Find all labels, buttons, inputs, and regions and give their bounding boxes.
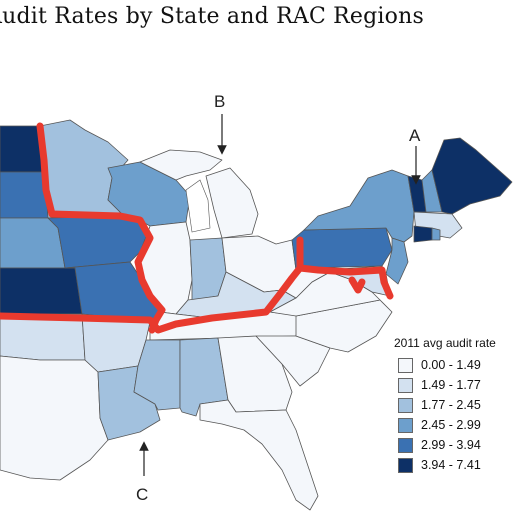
lake-michigan [185, 179, 211, 233]
state-texas[interactable] [0, 355, 109, 481]
state-south-dakota[interactable] [0, 171, 49, 219]
state-michigan-upper[interactable] [139, 149, 223, 181]
rac-boundary-south [0, 236, 304, 334]
state-michigan-lower[interactable] [205, 167, 259, 239]
state-new-jersey[interactable] [385, 237, 409, 285]
region-annotations: A B C [136, 92, 421, 504]
rac-boundary-east [296, 264, 394, 300]
legend-swatch [398, 397, 413, 413]
region-label-b: B [214, 92, 225, 111]
rac-boundaries [0, 122, 394, 334]
region-label-a: A [409, 126, 421, 145]
state-kansas[interactable] [0, 267, 83, 315]
legend-label: 0.00 - 1.49 [421, 358, 481, 372]
legend-item: 2.45 - 2.99 [394, 415, 520, 435]
map-title: Audit Rates by State and RAC Regions [0, 4, 424, 29]
rac-boundary-dc [348, 276, 366, 294]
legend-title: 2011 avg audit rate [394, 336, 496, 350]
legend-item: 1.49 - 1.77 [394, 375, 520, 395]
legend: 2011 avg audit rate 0.00 - 1.49 1.49 - 1.… [394, 336, 520, 475]
legend-swatch [398, 417, 413, 433]
legend-swatch [398, 437, 413, 453]
state-florida[interactable] [199, 399, 319, 511]
legend-label: 3.94 - 7.41 [421, 458, 481, 472]
legend-item: 3.94 - 7.41 [394, 455, 520, 475]
state-connecticut[interactable] [413, 225, 433, 243]
state-rhode-island[interactable] [431, 227, 441, 241]
legend-item: 1.77 - 2.45 [394, 395, 520, 415]
state-pennsylvania[interactable] [291, 227, 393, 271]
legend-item: 0.00 - 1.49 [394, 355, 520, 375]
legend-swatch [398, 457, 413, 473]
legend-label: 1.49 - 1.77 [421, 378, 481, 392]
legend-label: 1.77 - 2.45 [421, 398, 481, 412]
legend-label: 2.99 - 3.94 [421, 438, 481, 452]
region-label-c: C [136, 485, 148, 504]
rac-boundary-west [36, 122, 166, 334]
legend-item: 2.99 - 3.94 [394, 435, 520, 455]
state-maine[interactable] [431, 137, 513, 215]
state-north-carolina[interactable] [295, 299, 393, 353]
legend-items: 0.00 - 1.49 1.49 - 1.77 1.77 - 2.45 2.45 - … [394, 355, 520, 475]
legend-label: 2.45 - 2.99 [421, 418, 481, 432]
legend-swatch [398, 377, 413, 393]
legend-swatch [398, 357, 413, 373]
